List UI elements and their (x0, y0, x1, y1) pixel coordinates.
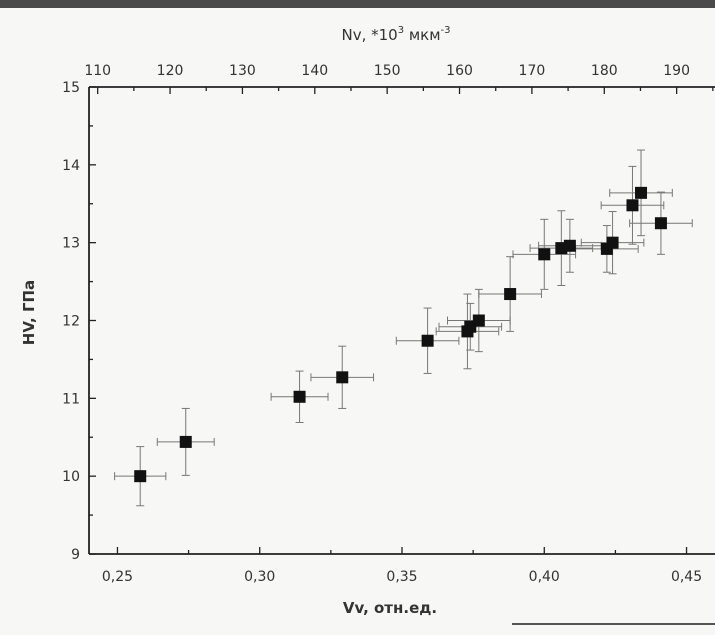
top-x-axis-title-prefix: Nv, *10 (341, 26, 397, 44)
data-point (179, 435, 192, 448)
top-border-band (0, 0, 715, 8)
x-tick-label: 0,30 (244, 569, 275, 585)
data-points (134, 186, 667, 483)
data-point (504, 288, 517, 301)
data-point (336, 371, 349, 384)
error-bars (114, 149, 693, 507)
top-x-axis-title-unit: мкм (404, 26, 440, 44)
y-tick-label: 15 (62, 80, 80, 96)
x-tick-label: 0,45 (671, 569, 702, 585)
x-axis-title: Vv, отн.ед. (343, 599, 437, 617)
y-tick-label: 13 (62, 236, 80, 252)
x2-tick-label: 170 (519, 63, 546, 79)
top-x-axis-title: Nv, *103 мкм-3 (341, 25, 450, 44)
x2-tick-label: 150 (374, 63, 401, 79)
y-tick-label: 10 (62, 469, 80, 485)
y-tick-label: 11 (62, 391, 80, 407)
bottom-rule (512, 623, 715, 625)
x2-tick-label: 190 (663, 63, 690, 79)
axes (88, 86, 715, 555)
x-tick-label: 0,40 (529, 569, 560, 585)
y-axis-title: HV, ГПа (20, 280, 38, 345)
data-point (421, 334, 434, 347)
x2-tick-label: 160 (446, 63, 473, 79)
data-point (606, 236, 619, 249)
x-tick-label: 0,35 (386, 569, 417, 585)
top-x-axis-title-exponent: 3 (398, 25, 404, 36)
data-point (538, 248, 551, 261)
data-point (635, 186, 648, 199)
x2-tick-label: 110 (84, 63, 111, 79)
data-point (654, 217, 667, 230)
y-tick-label: 14 (62, 158, 80, 174)
data-point (563, 239, 576, 252)
y-tick-label: 12 (62, 314, 80, 330)
data-point (626, 199, 639, 212)
x2-tick-label: 180 (591, 63, 618, 79)
x2-tick-label: 130 (229, 63, 256, 79)
x2-tick-label: 120 (157, 63, 184, 79)
data-point (472, 314, 485, 327)
x2-tick-label: 140 (301, 63, 328, 79)
data-point (293, 390, 306, 403)
y-tick-label: 9 (71, 547, 80, 563)
top-x-axis-title-unit-exponent: -3 (441, 25, 451, 36)
x-tick-label: 0,25 (102, 569, 133, 585)
data-point (134, 470, 147, 483)
